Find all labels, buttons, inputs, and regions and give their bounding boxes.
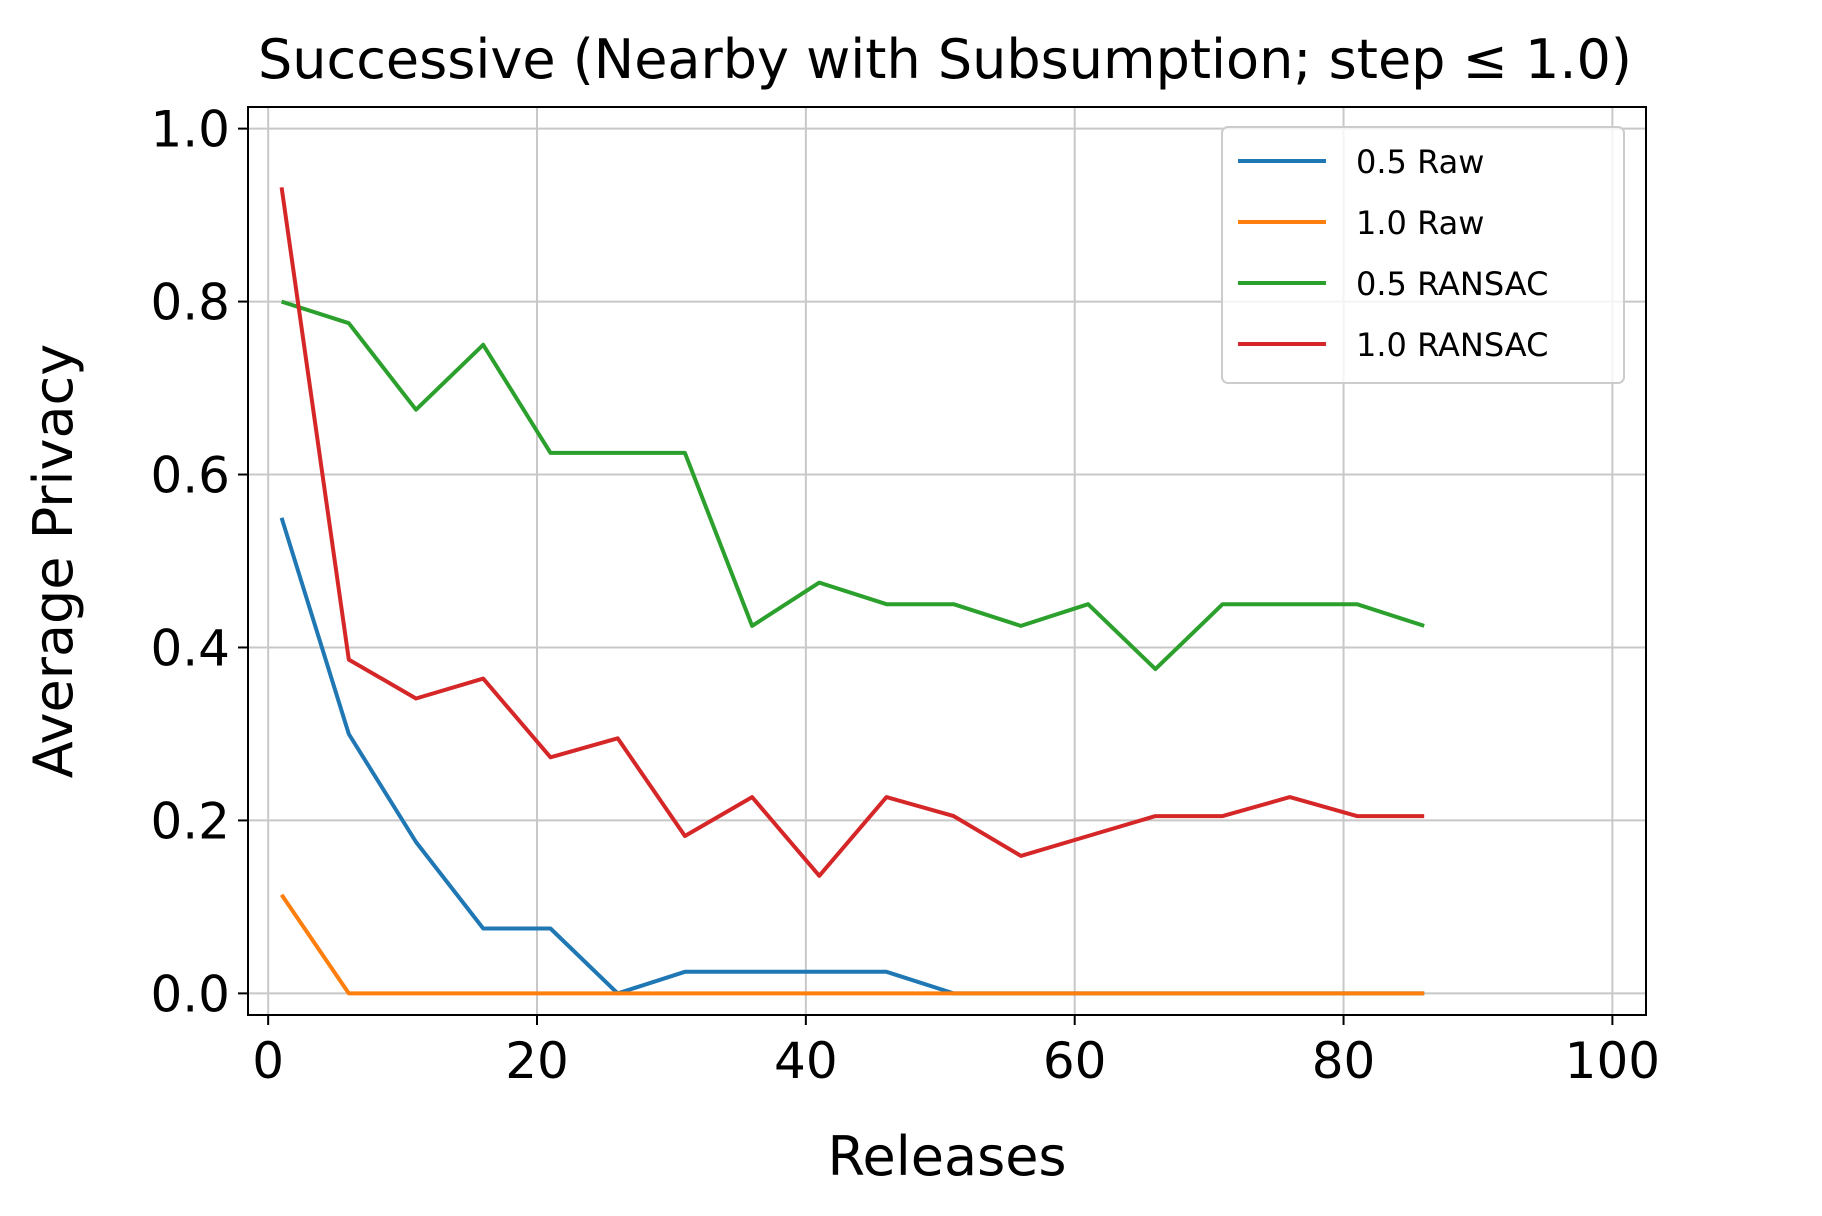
legend-label: 0.5 RANSAC (1356, 265, 1548, 303)
x-axis-label: Releases (827, 1125, 1066, 1188)
x-tick-label: 100 (1565, 1032, 1660, 1090)
y-tick-label: 0.6 (150, 447, 230, 505)
legend: 0.5 Raw 1.0 Raw 0.5 RANSAC 1.0 RANSAC (1221, 126, 1625, 384)
y-tick-label: 1.0 (150, 101, 230, 159)
series-line (279, 893, 1425, 996)
series-lines (279, 187, 1425, 996)
x-tick-label: 0 (252, 1032, 284, 1090)
axis-ticks: 0 20 40 60 80 100 0.0 0.2 0.4 0.6 0.8 1.0 (150, 101, 1660, 1090)
x-tick-label: 20 (505, 1032, 569, 1090)
x-tick-label: 80 (1312, 1032, 1376, 1090)
y-tick-label: 0.8 (150, 274, 230, 332)
legend-label: 0.5 Raw (1356, 143, 1484, 181)
y-axis-label: Average Privacy (22, 344, 85, 778)
series-line (279, 187, 1425, 878)
plot-area-frame (247, 106, 1647, 1016)
legend-label: 1.0 Raw (1356, 204, 1484, 242)
legend-label: 1.0 RANSAC (1356, 326, 1548, 364)
series-line (280, 299, 1425, 672)
y-tick-label: 0.4 (150, 619, 230, 677)
y-tick-label: 0.0 (150, 965, 230, 1023)
legend-frame (1221, 126, 1625, 384)
series-line (279, 517, 1425, 996)
y-tick-label: 0.2 (150, 792, 230, 850)
x-tick-label: 60 (1043, 1032, 1107, 1090)
x-tick-label: 40 (774, 1032, 838, 1090)
chart-title: Successive (Nearby with Subsumption; ste… (258, 28, 1632, 91)
